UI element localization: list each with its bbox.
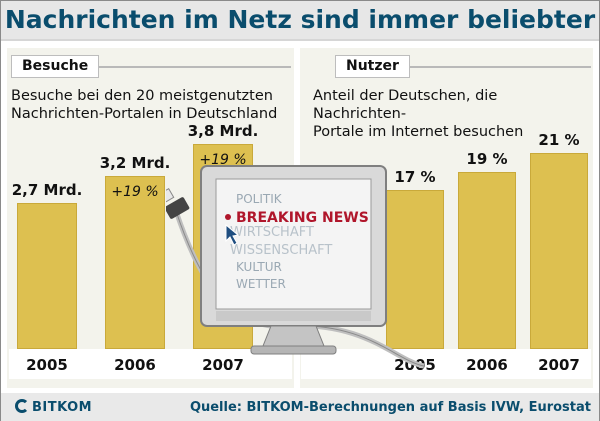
users-value-label-2007: 21 % (538, 131, 580, 149)
visits-value-label-2006: 3,2 Mrd. (99, 154, 171, 173)
visits-section-label: Besuche (11, 55, 100, 78)
users-subtitle: Anteil der Deutschen, die Nachrichten- P… (313, 87, 583, 141)
users-bar-2006 (458, 171, 516, 349)
visits-value-label-2007: 3,8 Mrd. (187, 122, 259, 140)
bitkom-logo-icon (15, 399, 29, 413)
visits-year-tick-2005: 2005 (26, 356, 68, 374)
users-subtitle-line1: Anteil der Deutschen, die Nachrichten- (313, 88, 498, 122)
headline: Nachrichten im Netz sind immer beliebter (1, 1, 599, 41)
visits-year-axis (9, 349, 292, 379)
cable-plug (166, 197, 190, 219)
visits-value-label-2005: 2,7 Mrd. (11, 181, 83, 200)
breaking-bullet (225, 214, 231, 220)
visits-subtitle-line1: Besuche bei den 20 meistgenutzten (11, 88, 273, 104)
bitkom-brand: BITKOM (32, 400, 93, 415)
screen-item-politik: POLITIK (236, 192, 283, 206)
monitor-foot (250, 345, 337, 355)
users-year-tick-2007: 2007 (538, 356, 580, 374)
screen-item-wirtschaft: WIRTSCHAFT (230, 225, 314, 240)
users-section-label: Nutzer (335, 55, 410, 78)
users-bar-2005 (386, 190, 444, 349)
visits-growth-label-2007: +19 % (199, 152, 247, 168)
visits-subtitle-line2: Nachrichten-Portalen in Deutschland (11, 106, 278, 122)
source-note: Quelle: BITKOM-Berechnungen auf Basis IV… (189, 400, 591, 415)
screen-item-wetter: WETTER (236, 277, 286, 291)
visits-section-rule (91, 66, 291, 68)
monitor-illustration: POLITIK WIRTSCHAFT WISSENSCHAFT KULTUR W… (166, 165, 425, 369)
users-bar-2007 (530, 153, 588, 349)
users-value-label-2006: 19 % (466, 149, 508, 168)
monitor-stand (262, 325, 325, 347)
visits-year-tick-2006: 2006 (114, 356, 156, 374)
footer (1, 393, 599, 421)
cursor-arrow-icon (225, 223, 240, 246)
users-year-axis (301, 349, 591, 379)
monitor-bezel-bottom (216, 311, 371, 321)
visits-bar-2006 (105, 176, 165, 349)
users-year-tick-2006: 2006 (466, 356, 508, 374)
visits-year-tick-2007: 2007 (202, 356, 244, 374)
visits-bar-2005 (17, 203, 77, 349)
visits-subtitle: Besuche bei den 20 meistgenutzten Nachri… (11, 87, 286, 123)
monitor-screen (215, 178, 372, 310)
cable-plug-tip (166, 187, 175, 205)
users-section-rule (405, 66, 591, 68)
users-value-label-2005: 17 % (394, 168, 436, 187)
screen-breaking-news: BREAKING NEWS (236, 210, 369, 226)
users-subtitle-line2: Portale im Internet besuchen (313, 124, 524, 140)
screen-item-kultur: KULTUR (236, 260, 282, 274)
screen-item-wissenschaft: WISSENSCHAFT (230, 243, 332, 258)
visits-growth-label-2006: +19 % (111, 184, 159, 201)
